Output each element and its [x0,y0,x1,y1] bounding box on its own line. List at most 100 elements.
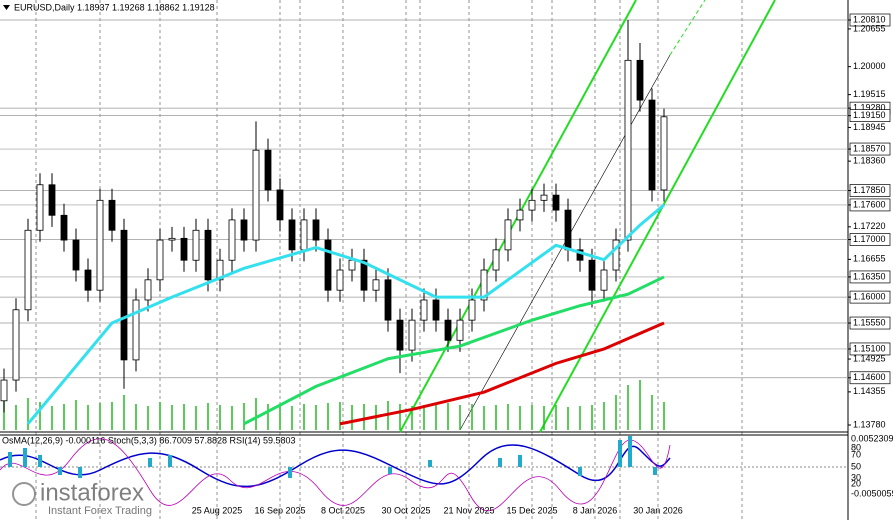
candle-body [552,194,560,211]
candle-body [48,184,56,216]
moving-average [26,203,665,425]
y-tick-label: 1.19515 [853,89,886,99]
candle-body [216,259,224,281]
watermark-logo [12,482,36,506]
indicator-title: OsMA(12,26,9) -0.000116 Stoch(5,3,3) 86.… [2,435,296,445]
candle-body [312,219,320,241]
candle-body [252,149,260,241]
y-tick-label: 1.18360 [853,156,886,166]
y-tick-label: 1.17220 [853,221,886,231]
x-tick-label: 8 Jan 2026 [573,505,618,515]
candle-body [600,269,608,291]
candle-body [576,249,584,261]
candle-body [144,279,152,301]
moving-average [243,275,665,426]
watermark: instaforex [40,479,144,506]
candle-body [336,269,344,291]
y-tick-label: 1.17600 [853,199,886,209]
candle-body [36,184,44,231]
candle-body [360,259,368,291]
candle-body [300,219,308,251]
x-tick-label: 30 Jan 2026 [633,505,683,515]
candle-body [180,237,188,261]
candle-body [396,319,404,351]
candle-body [420,299,428,321]
candle-body [588,259,596,291]
candle-body [348,259,356,271]
oscillators [0,436,848,512]
y-tick-label: 1.20000 [853,61,886,71]
candle-body [156,239,164,281]
menu-arrow [3,5,10,10]
y-tick-label: 1.14355 [853,386,886,396]
candle-body [60,214,68,241]
moving-average [339,321,665,426]
indicator-tick-label: 50 [851,461,861,471]
candle-body [96,199,104,291]
candle-body [384,279,392,321]
x-tick-label: 30 Oct 2025 [381,505,430,515]
y-tick-label: 1.18945 [853,122,886,132]
y-tick-label: 1.13780 [853,419,886,429]
candle-body [228,219,236,261]
x-tick-label: 16 Sep 2025 [254,505,305,515]
indicator-tick-label: -0.0050059 [851,488,893,498]
y-tick-label: 1.16655 [853,254,886,264]
candle-body [528,199,536,211]
candle-body [612,239,620,271]
candle-body [204,229,212,281]
y-tick-label: 1.15100 [853,343,886,353]
candle-body [192,229,200,261]
candle-body [12,309,20,381]
x-tick-label: 15 Dec 2025 [506,505,557,515]
candle-body [132,299,140,361]
candle-body [444,319,452,341]
candle-body [648,99,656,191]
y-tick-label: 1.14925 [853,353,886,363]
candle-body [72,239,80,271]
candle-body [480,269,488,301]
candle-body [660,116,668,191]
candle-body [168,237,176,241]
candle-body [324,239,332,291]
candle-body [564,209,572,251]
y-tick-label: 1.15550 [853,317,886,327]
candle-body [468,299,476,321]
candle-body [372,279,380,291]
y-tick-label: 1.19280 [853,103,886,113]
candle-body [516,209,524,221]
candle-body [288,219,296,251]
candle-body [492,249,500,271]
y-tick-label: 1.19150 [853,110,886,120]
y-tick-label: 1.18570 [853,143,886,153]
candle-body [120,229,128,361]
y-tick-label: 1.16350 [853,271,886,281]
candle-body [24,229,32,311]
candle-body [108,199,116,231]
candle-body [0,379,8,402]
candle-body [624,59,632,241]
y-tick-label: 1.20655 [853,23,886,33]
candle-body [540,194,548,201]
x-tick-label: 25 Aug 2025 [192,505,243,515]
y-tick-label: 1.20810 [853,14,886,24]
y-tick-label: 1.16000 [853,291,886,301]
indicator-tick-label: 70 [851,449,861,459]
indicator-tick-label: 30 [851,472,861,482]
candle-body [504,219,512,251]
x-tick-label: 21 Nov 2025 [443,505,494,515]
candle-body [276,189,284,221]
watermark-sub: Instant Forex Trading [48,505,152,517]
candle-body [84,269,92,291]
candle-body [456,319,464,341]
candle-body [432,299,440,321]
candle-body [636,59,644,101]
candle-body [240,219,248,241]
indicator-tick-label: 80 [851,442,861,452]
candle-body [264,149,272,191]
y-tick-label: 1.17000 [853,234,886,244]
indicator-tick-label: 20 [851,478,861,488]
candle-body [408,319,416,351]
y-tick-label: 1.14600 [853,372,886,382]
